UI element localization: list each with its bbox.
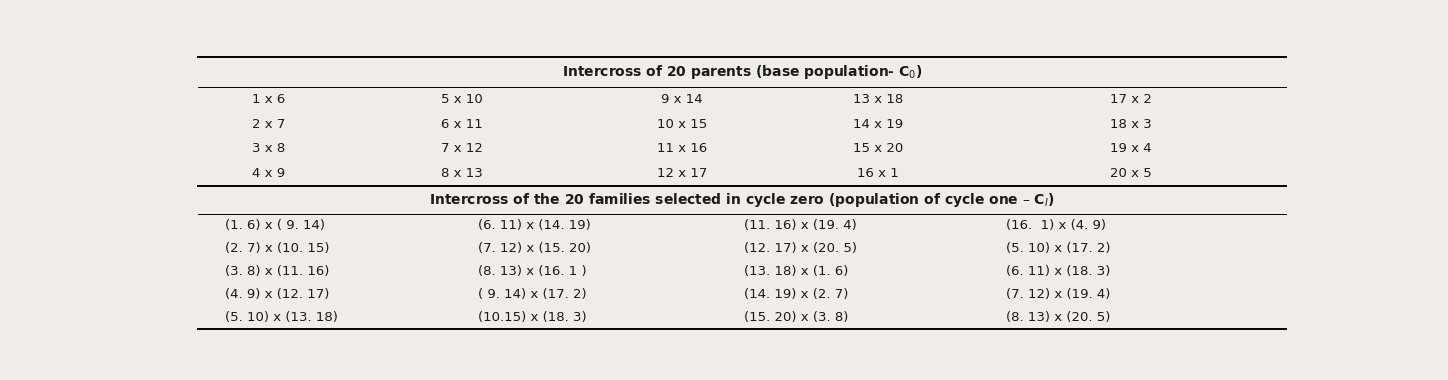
Text: (12. 17) x (20. 5): (12. 17) x (20. 5) xyxy=(744,242,857,255)
Text: Intercross of the 20 families selected in cycle zero (population of cycle one – : Intercross of the 20 families selected i… xyxy=(429,191,1056,209)
Text: 17 x 2: 17 x 2 xyxy=(1111,93,1153,106)
Text: (5. 10) x (13. 18): (5. 10) x (13. 18) xyxy=(224,311,337,325)
Text: 10 x 15: 10 x 15 xyxy=(657,118,708,131)
Text: (8. 13) x (20. 5): (8. 13) x (20. 5) xyxy=(1005,311,1111,325)
Text: (13. 18) x (1. 6): (13. 18) x (1. 6) xyxy=(744,265,849,279)
Text: (4. 9) x (12. 17): (4. 9) x (12. 17) xyxy=(224,288,330,301)
Text: 13 x 18: 13 x 18 xyxy=(853,93,904,106)
Text: (1. 6) x ( 9. 14): (1. 6) x ( 9. 14) xyxy=(224,219,324,232)
Text: (10.15) x (18. 3): (10.15) x (18. 3) xyxy=(478,311,586,325)
Text: Intercross of 20 parents (base population- C$_0$): Intercross of 20 parents (base populatio… xyxy=(562,63,922,81)
Text: 9 x 14: 9 x 14 xyxy=(662,93,704,106)
Text: (6. 11) x (14. 19): (6. 11) x (14. 19) xyxy=(478,219,591,232)
Text: 4 x 9: 4 x 9 xyxy=(252,167,285,180)
Text: 16 x 1: 16 x 1 xyxy=(857,167,899,180)
Text: (5. 10) x (17. 2): (5. 10) x (17. 2) xyxy=(1005,242,1111,255)
Text: (11. 16) x (19. 4): (11. 16) x (19. 4) xyxy=(744,219,857,232)
Text: (2. 7) x (10. 15): (2. 7) x (10. 15) xyxy=(224,242,330,255)
Text: (7. 12) x (19. 4): (7. 12) x (19. 4) xyxy=(1005,288,1111,301)
Text: (3. 8) x (11. 16): (3. 8) x (11. 16) xyxy=(224,265,330,279)
Text: 1 x 6: 1 x 6 xyxy=(252,93,285,106)
Text: (16.  1) x (4. 9): (16. 1) x (4. 9) xyxy=(1005,219,1105,232)
Text: 15 x 20: 15 x 20 xyxy=(853,142,904,155)
Text: (6. 11) x (18. 3): (6. 11) x (18. 3) xyxy=(1005,265,1111,279)
Text: 2 x 7: 2 x 7 xyxy=(252,118,285,131)
Text: 18 x 3: 18 x 3 xyxy=(1111,118,1153,131)
Text: (14. 19) x (2. 7): (14. 19) x (2. 7) xyxy=(744,288,849,301)
Text: 8 x 13: 8 x 13 xyxy=(442,167,482,180)
Text: 11 x 16: 11 x 16 xyxy=(657,142,708,155)
Text: 19 x 4: 19 x 4 xyxy=(1111,142,1153,155)
Text: (8. 13) x (16. 1 ): (8. 13) x (16. 1 ) xyxy=(478,265,586,279)
Text: 20 x 5: 20 x 5 xyxy=(1111,167,1153,180)
Text: ( 9. 14) x (17. 2): ( 9. 14) x (17. 2) xyxy=(478,288,586,301)
Text: 7 x 12: 7 x 12 xyxy=(440,142,482,155)
Text: 5 x 10: 5 x 10 xyxy=(442,93,482,106)
Text: 12 x 17: 12 x 17 xyxy=(657,167,708,180)
Text: (7. 12) x (15. 20): (7. 12) x (15. 20) xyxy=(478,242,591,255)
Text: (15. 20) x (3. 8): (15. 20) x (3. 8) xyxy=(744,311,849,325)
Text: 6 x 11: 6 x 11 xyxy=(442,118,482,131)
Text: 3 x 8: 3 x 8 xyxy=(252,142,285,155)
Text: 14 x 19: 14 x 19 xyxy=(853,118,904,131)
